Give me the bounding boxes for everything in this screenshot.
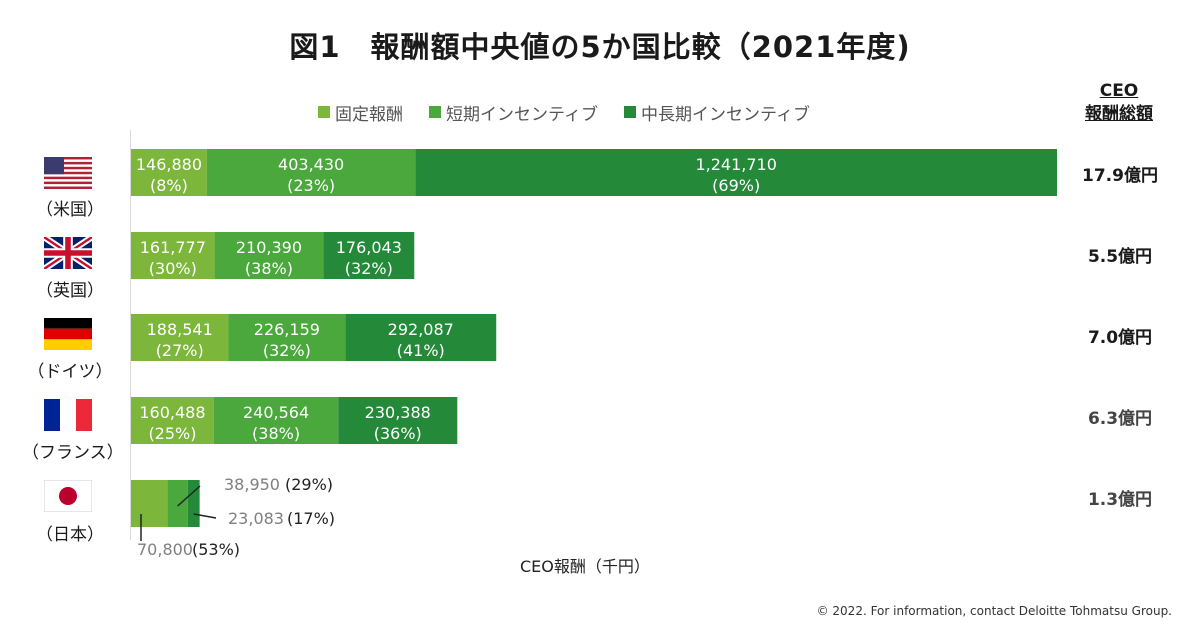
- data-label-pct-long-4: (17%): [287, 509, 335, 528]
- legend-swatch-short: [429, 106, 441, 118]
- bar-short-3: [213, 397, 339, 444]
- germany-flag-icon: [44, 318, 92, 350]
- bar-fixed-2: [131, 314, 229, 361]
- bar-long-1: [323, 232, 415, 279]
- data-label-value-short-3: 240,564: [243, 403, 309, 422]
- legend-swatch-long: [623, 106, 636, 118]
- data-label-value-long-1: 176,043: [336, 238, 402, 257]
- bar-long-3: [338, 397, 458, 444]
- x-axis-label: CEO報酬（千円）: [520, 557, 650, 576]
- ceo-total-header-line1: CEO: [1099, 81, 1139, 101]
- legend-item-short: 短期インセンティブ: [429, 100, 598, 125]
- data-label-value-short-1: 210,390: [236, 238, 302, 257]
- data-label-value-fixed-2: 188,541: [147, 320, 213, 339]
- data-label-pct-fixed-3: (25%): [148, 424, 196, 443]
- data-label-pct-long-0: (69%): [712, 176, 760, 195]
- data-label-pct-short-4: (29%): [285, 475, 333, 494]
- leader-line-short-4: [177, 485, 201, 507]
- france-flag-icon: [44, 399, 92, 431]
- country-label-france: （フランス）: [22, 443, 124, 463]
- data-label-value-long-2: 292,087: [388, 320, 454, 339]
- bar-short-4: [167, 480, 188, 527]
- legend-swatch-fixed: [318, 106, 330, 118]
- bar-fixed-4: [131, 480, 168, 527]
- data-label-pct-fixed-4: (53%): [192, 540, 240, 559]
- bar-short-2: [228, 314, 346, 361]
- data-label-pct-fixed-1: (30%): [149, 259, 197, 278]
- bars-group: 146,880 (8%) 403,430 (23%) 1,241,710 (69%) 161…: [131, 149, 1057, 559]
- leader-line-long-4: [193, 513, 217, 519]
- country-label-us: （米国）: [36, 200, 104, 220]
- ceo-total-header: CEO 報酬総額: [1072, 80, 1166, 126]
- japan-flag-icon: [44, 480, 92, 512]
- total-germany: 7.0億円: [1087, 328, 1153, 348]
- legend-item-fixed: 固定報酬: [318, 100, 403, 125]
- chart-title: 図1 報酬額中央値の5か国比較（2021年度): [289, 30, 911, 64]
- legend-label-fixed: 固定報酬: [335, 104, 403, 125]
- data-label-value-long-0: 1,241,710: [695, 155, 776, 174]
- data-label-value-fixed-4: 70,800: [137, 540, 193, 559]
- legend: 固定報酬 短期インセンティブ 中長期インセンティブ: [318, 100, 836, 125]
- data-label-pct-short-1: (38%): [245, 259, 293, 278]
- data-label-value-long-4: 23,083: [228, 509, 284, 528]
- data-label-pct-short-3: (38%): [252, 424, 300, 443]
- us-flag-icon: [44, 157, 92, 189]
- bar-long-4: [187, 480, 200, 527]
- bar-fixed-1: [131, 232, 215, 279]
- bar-long-0: [415, 149, 1057, 196]
- uk-flag-icon: [44, 237, 92, 269]
- data-label-value-fixed-0: 146,880: [136, 155, 202, 174]
- bar-short-1: [214, 232, 324, 279]
- total-us: 17.9億円: [1082, 166, 1158, 186]
- data-label-value-fixed-3: 160,488: [139, 403, 205, 422]
- bar-short-0: [206, 149, 416, 196]
- country-label-japan: （日本）: [36, 525, 104, 545]
- data-label-value-fixed-1: 161,777: [140, 238, 206, 257]
- data-label-value-short-0: 403,430: [278, 155, 344, 174]
- copyright-note: © 2022. For information, contact Deloitt…: [816, 604, 1172, 618]
- data-label-pct-fixed-2: (27%): [156, 341, 204, 360]
- data-label-value-long-3: 230,388: [365, 403, 431, 422]
- data-label-pct-long-2: (41%): [397, 341, 445, 360]
- total-uk: 5.5億円: [1087, 247, 1153, 267]
- data-label-pct-long-1: (32%): [345, 259, 393, 278]
- data-label-value-short-2: 226,159: [254, 320, 320, 339]
- country-label-germany: （ドイツ）: [27, 362, 113, 382]
- data-label-pct-short-0: (23%): [287, 176, 335, 195]
- data-label-pct-short-2: (32%): [263, 341, 311, 360]
- total-france: 6.3億円: [1087, 409, 1153, 429]
- bar-fixed-0: [131, 149, 207, 196]
- data-label-pct-long-3: (36%): [374, 424, 422, 443]
- data-label-pct-fixed-0: (8%): [150, 176, 188, 195]
- bar-long-2: [345, 314, 497, 361]
- legend-item-long: 中長期インセンティブ: [623, 100, 810, 125]
- data-label-value-short-4: 38,950: [224, 475, 280, 494]
- total-japan: 1.3億円: [1087, 490, 1153, 510]
- legend-label-short: 短期インセンティブ: [446, 104, 598, 125]
- country-label-uk: （英国）: [36, 281, 104, 301]
- ceo-total-header-line2: 報酬総額: [1085, 104, 1153, 124]
- bar-fixed-3: [131, 397, 214, 444]
- legend-label-long: 中長期インセンティブ: [640, 104, 810, 125]
